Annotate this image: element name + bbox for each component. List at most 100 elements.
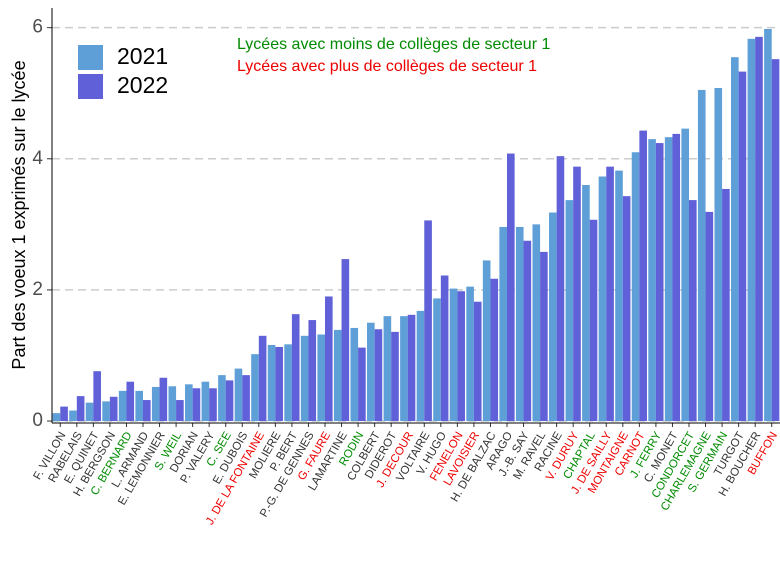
bar bbox=[69, 410, 77, 422]
bar bbox=[755, 36, 763, 422]
y-tick-label: 6 bbox=[32, 17, 43, 38]
bar bbox=[499, 226, 507, 422]
bar bbox=[473, 301, 482, 422]
bar bbox=[275, 346, 283, 422]
bar bbox=[515, 226, 524, 422]
bar bbox=[573, 166, 581, 422]
bar bbox=[697, 89, 706, 422]
bar bbox=[291, 314, 300, 422]
bar bbox=[218, 375, 226, 422]
bar bbox=[771, 59, 780, 422]
bar bbox=[400, 316, 408, 422]
bar bbox=[135, 390, 143, 422]
bar bbox=[234, 368, 243, 422]
bar bbox=[582, 185, 590, 422]
y-axis-label: Part des voeux 1 exprimés sur le lycée bbox=[9, 60, 29, 369]
bar bbox=[689, 200, 697, 422]
bar bbox=[655, 143, 664, 422]
bar bbox=[722, 188, 730, 422]
bar bbox=[440, 275, 449, 422]
bar bbox=[358, 347, 366, 422]
legend-label: 2022 bbox=[117, 72, 168, 98]
bar bbox=[565, 200, 574, 422]
bar bbox=[523, 240, 532, 422]
bar bbox=[85, 402, 94, 422]
bar bbox=[325, 296, 333, 422]
bar bbox=[102, 401, 110, 422]
bar bbox=[317, 334, 325, 422]
bar bbox=[383, 316, 392, 422]
bar bbox=[549, 212, 557, 422]
bar bbox=[185, 384, 193, 422]
bar bbox=[615, 170, 623, 422]
bar bbox=[367, 322, 375, 422]
legend-label: 2021 bbox=[117, 43, 168, 69]
bar bbox=[466, 286, 474, 422]
bar bbox=[598, 176, 607, 422]
bar bbox=[648, 139, 656, 422]
legend-swatch bbox=[78, 45, 103, 70]
bar bbox=[267, 344, 276, 422]
bar bbox=[300, 335, 309, 422]
bar bbox=[258, 335, 267, 422]
bar bbox=[433, 298, 441, 422]
bar bbox=[416, 310, 425, 422]
bar bbox=[738, 71, 747, 422]
bar bbox=[333, 329, 342, 422]
bar bbox=[606, 166, 614, 422]
bar bbox=[482, 260, 491, 422]
bar bbox=[284, 344, 292, 422]
bar bbox=[664, 137, 673, 422]
bar bbox=[93, 371, 101, 422]
bar bbox=[308, 320, 317, 422]
bar bbox=[540, 251, 548, 422]
bar bbox=[168, 386, 177, 422]
bar bbox=[159, 377, 168, 422]
bar bbox=[622, 196, 631, 422]
bar bbox=[556, 156, 565, 422]
y-tick-label: 0 bbox=[32, 410, 43, 431]
bar bbox=[391, 331, 399, 422]
bar bbox=[457, 291, 465, 422]
bar bbox=[118, 390, 127, 422]
bar bbox=[76, 396, 85, 422]
bar bbox=[714, 87, 723, 422]
bar bbox=[251, 354, 259, 422]
bar bbox=[589, 219, 598, 422]
bar bbox=[126, 381, 135, 422]
bar bbox=[60, 406, 68, 422]
bar bbox=[192, 388, 201, 422]
bar bbox=[109, 396, 118, 422]
legend-swatch bbox=[78, 74, 103, 99]
bar bbox=[631, 152, 640, 422]
bar bbox=[507, 153, 515, 422]
bar bbox=[374, 329, 383, 422]
bar bbox=[424, 220, 432, 422]
y-tick-label: 2 bbox=[32, 279, 43, 300]
bar bbox=[350, 327, 359, 422]
bar bbox=[639, 130, 647, 422]
annotation: Lycées avec moins de collèges de secteur… bbox=[237, 36, 550, 53]
bar bbox=[176, 400, 184, 422]
bar bbox=[407, 314, 416, 422]
bar bbox=[672, 133, 681, 422]
bar bbox=[705, 211, 714, 422]
bar bbox=[747, 38, 756, 422]
bar bbox=[681, 128, 689, 422]
annotation: Lycées avec plus de collèges de secteur … bbox=[237, 58, 537, 75]
bar bbox=[731, 57, 739, 422]
bar bbox=[532, 224, 541, 422]
bar bbox=[209, 388, 217, 422]
bar bbox=[341, 259, 350, 422]
bar bbox=[449, 288, 458, 422]
bar bbox=[52, 413, 61, 422]
y-tick-label: 4 bbox=[32, 148, 43, 169]
bar bbox=[490, 278, 499, 422]
bar bbox=[143, 400, 151, 422]
bar bbox=[242, 375, 250, 422]
bar bbox=[151, 386, 160, 422]
bar bbox=[764, 28, 772, 422]
bar bbox=[225, 380, 234, 422]
bar bbox=[201, 381, 210, 422]
